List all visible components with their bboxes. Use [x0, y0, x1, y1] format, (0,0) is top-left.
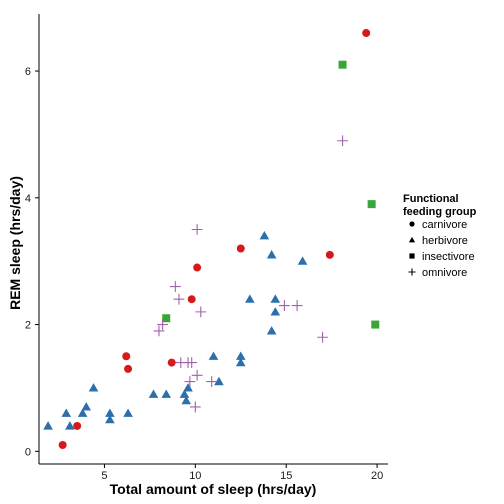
y-tick-label: 4: [25, 193, 31, 205]
omnivore-point: [278, 300, 290, 311]
herbivore-point: [270, 294, 281, 303]
herbivore-point: [235, 351, 246, 360]
carnivore-point: [58, 440, 67, 449]
omnivore-point: [189, 401, 201, 413]
series-carnivore: [58, 29, 371, 449]
herbivore-point: [77, 408, 88, 417]
insectivore-point: [338, 60, 347, 69]
herbivore-point: [214, 376, 224, 386]
y-tick-label: 6: [25, 66, 31, 78]
omnivore-point: [291, 300, 303, 311]
series-omnivore: [153, 135, 348, 413]
omnivore-point: [186, 357, 198, 368]
omnivore-point: [206, 376, 218, 388]
herbivore-point: [181, 395, 192, 405]
legend-label: carnivore: [422, 219, 467, 231]
omnivore-point: [191, 224, 203, 235]
carnivore-point: [236, 244, 245, 253]
herbivore-point: [161, 389, 172, 398]
x-tick-label: 10: [189, 470, 201, 482]
legend-item-insectivore: insectivore: [409, 251, 475, 263]
legend-label: omnivore: [422, 267, 467, 279]
omnivore-legend-key: [408, 268, 416, 276]
legend-label: insectivore: [422, 251, 475, 263]
legend-item-omnivore: omnivore: [408, 267, 467, 279]
omnivore-point: [169, 281, 181, 292]
legend-item-carnivore: carnivore: [409, 219, 467, 231]
carnivore-point: [362, 29, 371, 38]
legend-label: herbivore: [422, 235, 468, 247]
herbivore-point: [266, 250, 277, 259]
herbivore-point: [123, 408, 133, 417]
carnivore-point: [124, 364, 133, 373]
insectivore-legend-key: [409, 253, 415, 259]
omnivore-point: [157, 319, 169, 330]
carnivore-legend-key: [409, 221, 415, 227]
herbivore-point: [43, 421, 53, 430]
x-tick-label: 20: [371, 470, 383, 482]
x-axis-title: Total amount of sleep (hrs/day): [110, 481, 317, 497]
data-points: [43, 29, 380, 449]
carnivore-point: [187, 295, 196, 304]
herbivore-legend-key: [408, 236, 416, 243]
herbivore-point: [266, 326, 277, 335]
carnivore-point: [325, 250, 334, 259]
herbivore-point: [179, 389, 190, 398]
herbivore-point: [270, 307, 281, 316]
x-tick-label: 5: [101, 470, 107, 482]
carnivore-point: [73, 421, 82, 430]
herbivore-point: [61, 408, 72, 417]
herbivore-point: [105, 414, 115, 424]
herbivore-point: [208, 351, 219, 360]
herbivore-point: [81, 402, 92, 411]
series-insectivore: [162, 60, 380, 329]
herbivore-point: [148, 389, 159, 398]
omnivore-point: [337, 135, 348, 147]
omnivore-point: [184, 376, 196, 388]
herbivore-point: [259, 231, 270, 240]
herbivore-point: [235, 357, 246, 367]
carnivore-point: [167, 358, 176, 367]
insectivore-point: [162, 314, 171, 323]
herbivore-point: [183, 383, 193, 392]
y-tick-label: 0: [25, 446, 31, 458]
x-tick-label: 15: [280, 470, 292, 482]
herbivore-point: [297, 256, 308, 265]
herbivore-point: [88, 383, 99, 392]
carnivore-point: [122, 352, 131, 361]
herbivore-point: [65, 421, 75, 430]
omnivore-point: [317, 331, 328, 343]
series-herbivore: [43, 231, 308, 430]
omnivore-point: [153, 325, 165, 337]
insectivore-point: [371, 320, 380, 329]
axes: 5 10 15 20 0 2 4 6: [25, 14, 388, 482]
y-tick-label: 2: [25, 320, 31, 332]
insectivore-point: [367, 200, 376, 209]
omnivore-point: [191, 369, 203, 381]
omnivore-point: [195, 306, 207, 318]
carnivore-point: [193, 263, 202, 272]
herbivore-point: [105, 408, 115, 417]
omnivore-point: [173, 293, 185, 305]
herbivore-point: [245, 294, 255, 303]
legend-title: Functional feeding group: [403, 193, 477, 218]
legend-item-herbivore: herbivore: [408, 235, 468, 247]
y-axis-title: REM sleep (hrs/day): [7, 176, 23, 310]
